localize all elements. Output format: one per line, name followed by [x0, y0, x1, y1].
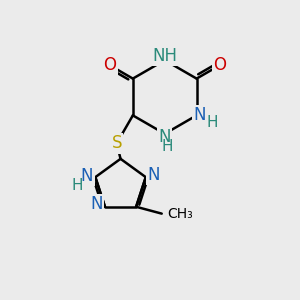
Text: H: H — [162, 139, 173, 154]
Text: H: H — [71, 178, 83, 193]
Text: N: N — [81, 167, 93, 185]
Text: CH₃: CH₃ — [167, 207, 193, 220]
Text: N: N — [91, 195, 103, 213]
Text: NH: NH — [152, 47, 177, 65]
Text: S: S — [111, 134, 122, 152]
Text: N: N — [148, 166, 160, 184]
Text: N: N — [193, 106, 206, 124]
Text: O: O — [103, 56, 116, 74]
Text: N: N — [158, 128, 171, 146]
Text: O: O — [213, 56, 226, 74]
Text: H: H — [206, 115, 218, 130]
